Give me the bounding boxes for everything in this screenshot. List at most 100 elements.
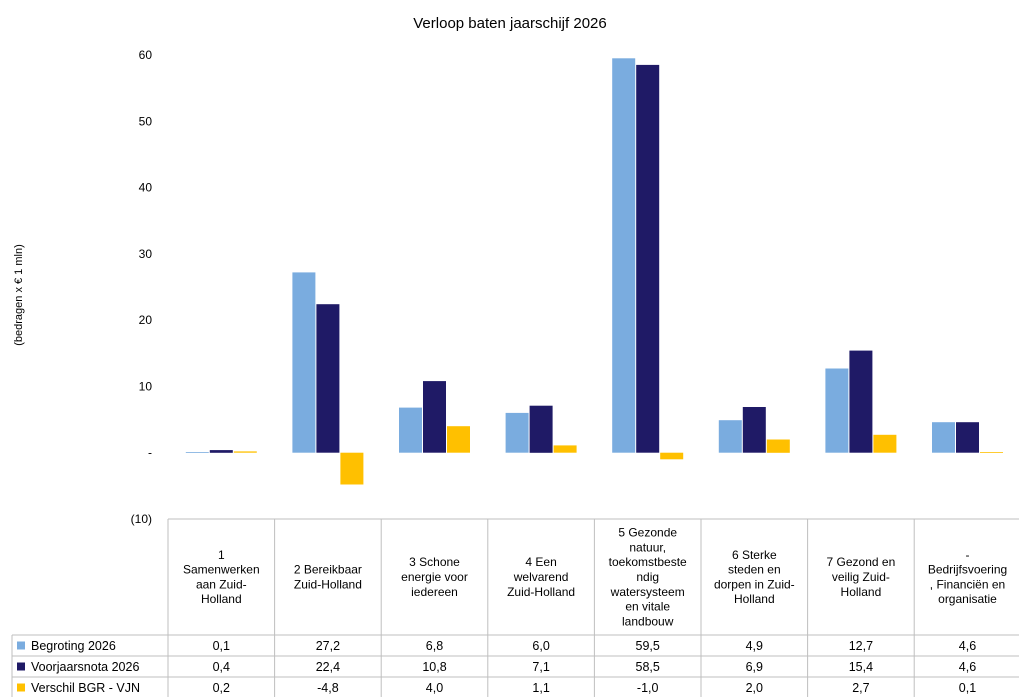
data-label: 1,1 <box>532 681 549 695</box>
category-label-line: watersysteem <box>610 585 685 599</box>
bar-2-6 <box>742 407 766 453</box>
data-label: -4,8 <box>317 681 339 695</box>
data-label: 15,4 <box>849 660 873 674</box>
data-label: 27,2 <box>316 639 340 653</box>
bar-2-1 <box>209 450 233 453</box>
bar-2-7 <box>849 350 873 453</box>
bar-1-5 <box>612 58 636 453</box>
legend-label: Begroting 2026 <box>31 639 116 653</box>
category-label-line: 3 Schone <box>409 555 460 569</box>
y-tick-label: 60 <box>139 48 153 62</box>
bar-3-4 <box>553 445 577 453</box>
data-label: 6,8 <box>426 639 443 653</box>
category-label-line: Holland <box>841 585 882 599</box>
legend-label: Voorjaarsnota 2026 <box>31 660 139 674</box>
category-label-line: 7 Gezond en <box>827 555 896 569</box>
bar-3-3 <box>447 426 470 453</box>
category-label-line: Zuid-Holland <box>294 577 362 591</box>
data-label: 10,8 <box>422 660 446 674</box>
category-label-line: Holland <box>734 592 775 606</box>
category-label-line: organisatie <box>938 592 997 606</box>
y-tick-label: 50 <box>139 114 153 128</box>
category-label: 5 Gezonde natuur, toekomstbeste ndig watersy… <box>609 526 687 629</box>
y-tick-label: (10) <box>131 512 152 526</box>
category-label-line: veilig Zuid- <box>832 570 890 584</box>
bar-3-6 <box>766 439 790 453</box>
legend-swatch <box>17 641 25 650</box>
category-label-line: Bedrijfsvoering <box>928 563 1007 577</box>
bar-2-3 <box>423 381 446 453</box>
legend-label: Verschil BGR - VJN <box>31 681 140 695</box>
y-tick-label: 30 <box>139 247 153 261</box>
category-label: -Bedrijfsvoering, Financiën en organisati… <box>928 548 1007 606</box>
data-label: 0,4 <box>213 660 230 674</box>
bar-1-2 <box>292 272 316 453</box>
bar-2-5 <box>636 64 660 453</box>
category-label-line: toekomstbeste <box>609 555 687 569</box>
category-label-line: energie voor <box>401 570 468 584</box>
category-label-line: welvarend <box>513 570 569 584</box>
data-label: 22,4 <box>316 660 340 674</box>
data-label: 59,5 <box>636 639 660 653</box>
data-label: 4,6 <box>959 660 976 674</box>
data-label: -1,0 <box>637 681 659 695</box>
legend-swatch <box>17 683 25 692</box>
bar-3-5 <box>660 452 684 460</box>
chart-title: Verloop baten jaarschijf 2026 <box>413 15 606 32</box>
category-label-line: aan Zuid- <box>196 577 247 591</box>
bar-3-8 <box>980 452 1003 453</box>
data-label: 7,1 <box>532 660 549 674</box>
y-tick-label: 10 <box>139 379 153 393</box>
category-label-line: - <box>966 548 970 562</box>
category-label: 3 Schone energie voor iedereen <box>401 555 468 599</box>
bar-2-4 <box>529 405 553 453</box>
data-label: 4,9 <box>746 639 763 653</box>
data-label: 6,9 <box>746 660 763 674</box>
category-label: 1 Samenwerken aan Zuid-Holland <box>183 548 260 606</box>
y-axis-ticks: 60 50 40 30 20 10 - (10) <box>131 48 153 526</box>
category-label: 2 Bereikbaar Zuid-Holland <box>294 563 362 592</box>
bar-2-2 <box>316 304 340 453</box>
category-label-line: landbouw <box>622 614 674 628</box>
bar-2-8 <box>956 422 979 453</box>
y-tick-label: 20 <box>139 313 153 327</box>
bar-1-1 <box>185 452 209 453</box>
y-tick-label: 40 <box>139 181 153 195</box>
y-axis-label: (bedragen x € 1 mln) <box>13 244 25 346</box>
category-label-line: Zuid-Holland <box>507 585 575 599</box>
category-label-line: iedereen <box>411 585 458 599</box>
data-label: 0,1 <box>213 639 230 653</box>
bar-1-7 <box>825 368 849 453</box>
category-label-line: en vitale <box>625 600 670 614</box>
data-label: 6,0 <box>532 639 549 653</box>
data-label: 4,0 <box>426 681 443 695</box>
category-label-line: dorpen in Zuid- <box>714 577 795 591</box>
bar-1-3 <box>399 407 422 453</box>
category-label: 4 Een welvarend Zuid-Holland <box>507 555 575 599</box>
data-label: 0,1 <box>959 681 976 695</box>
bar-1-6 <box>718 420 742 453</box>
data-label: 0,2 <box>213 681 230 695</box>
category-label-line: steden en <box>728 563 781 577</box>
bar-3-7 <box>873 434 897 453</box>
category-label: 6 Sterke steden en dorpen in Zuid-Holland <box>714 548 795 606</box>
legend-swatch <box>17 662 25 671</box>
data-label: 58,5 <box>636 660 660 674</box>
bar-1-4 <box>505 412 529 453</box>
data-label: 12,7 <box>849 639 873 653</box>
bars <box>185 58 1003 485</box>
data-label: 2,0 <box>746 681 763 695</box>
category-label-line: Holland <box>201 592 242 606</box>
y-tick-label: - <box>148 446 152 460</box>
category-label-line: 4 Een <box>525 555 556 569</box>
category-label-line: 5 Gezonde <box>618 526 677 540</box>
category-label-line: natuur, <box>629 540 666 554</box>
data-table: 1 Samenwerken aan Zuid-Holland 2 Bereikbaar… <box>11 518 1019 697</box>
category-label-line: Samenwerken <box>183 563 260 577</box>
category-label: 7 Gezond en veilig Zuid-Holland <box>827 555 896 599</box>
data-label: 2,7 <box>852 681 869 695</box>
bar-1-8 <box>932 422 955 453</box>
bar-3-1 <box>233 451 257 453</box>
category-label-line: , Financiën en <box>930 577 1005 591</box>
